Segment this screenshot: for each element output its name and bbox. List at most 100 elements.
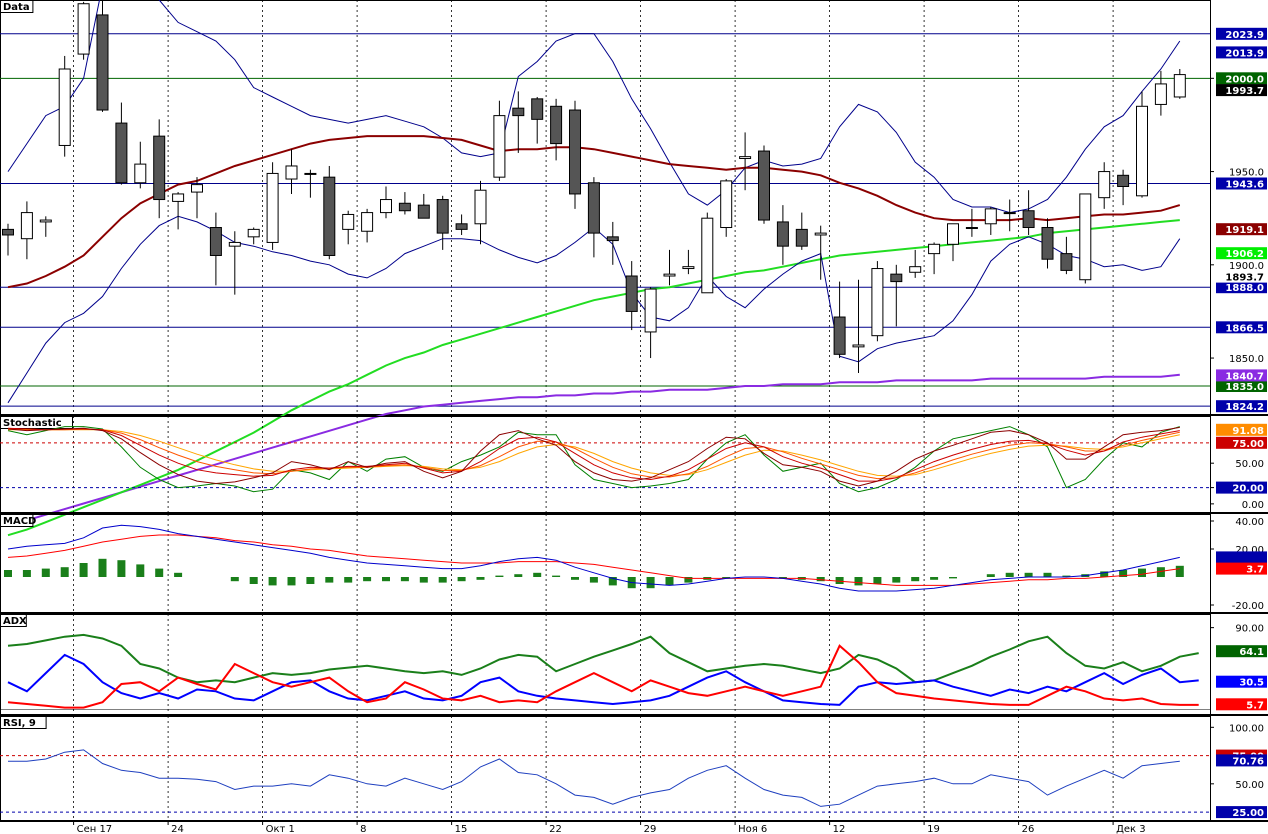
candle xyxy=(663,249,676,286)
candle-body xyxy=(228,241,241,247)
candle-body xyxy=(531,98,544,120)
candle xyxy=(1173,69,1186,99)
panel-macd: -20.00 20.00 40.00 MACD 3.7 xyxy=(0,514,1268,614)
macd-histogram-bar xyxy=(60,567,69,577)
candle xyxy=(1079,193,1092,284)
di-minus-line xyxy=(7,644,1199,709)
macd-histogram-bar xyxy=(1024,572,1033,577)
adx-tag-text: 30.5 xyxy=(1239,678,1264,689)
x-tick-label: 24 xyxy=(171,824,184,834)
x-tick-label: 15 xyxy=(455,824,468,834)
panel-label: MACD xyxy=(3,516,36,527)
macd-histogram-bar xyxy=(98,558,107,577)
y-tick-label: 1900.0 xyxy=(1229,261,1264,272)
candle xyxy=(1117,169,1130,206)
level-tag: 1888.0 xyxy=(1216,281,1267,294)
candle xyxy=(191,177,203,219)
macd-tag-text: 3.7 xyxy=(1246,565,1264,576)
level-tag-bg xyxy=(1216,400,1267,413)
level-tag: 2000.0 xyxy=(1216,72,1267,85)
macd-histogram-bar xyxy=(438,577,447,583)
candle xyxy=(758,145,770,224)
value-tag: 1993.7 xyxy=(1216,84,1267,97)
candle-body xyxy=(153,135,166,201)
candle xyxy=(39,216,52,237)
macd-histogram-bar xyxy=(419,577,428,583)
candle xyxy=(569,100,581,209)
macd-histogram-bar xyxy=(552,575,561,577)
candle xyxy=(247,227,260,245)
candle-body xyxy=(96,14,109,111)
x-tick-label: 8 xyxy=(360,824,366,834)
candle-body xyxy=(512,107,525,117)
macd-histogram-bar xyxy=(1005,572,1014,577)
di-plus-line xyxy=(7,653,1199,706)
adx-tag-text: 64.1 xyxy=(1239,647,1264,658)
macd-histogram-bar xyxy=(911,577,920,582)
candle xyxy=(512,91,525,153)
candle-body xyxy=(266,172,279,243)
macd-histogram-bar xyxy=(589,577,598,583)
panel-label-box xyxy=(0,716,47,729)
candle-body xyxy=(58,68,71,146)
candle xyxy=(474,180,487,245)
macd-tag-bg xyxy=(1216,562,1267,575)
macd-histogram-bar xyxy=(608,577,617,586)
panel-label: ADX xyxy=(3,616,27,627)
candle-body xyxy=(380,199,392,214)
candle-body xyxy=(739,156,752,160)
candle-body xyxy=(304,172,317,175)
macd-histogram-bar xyxy=(949,577,957,579)
value-tag-text: 1993.7 xyxy=(1225,86,1264,97)
macd-histogram-bar xyxy=(816,577,825,582)
candle xyxy=(644,287,657,359)
macd-histogram-bar xyxy=(854,577,863,586)
candle xyxy=(701,212,714,294)
candle-body xyxy=(191,184,203,193)
y-tick-label: 90.00 xyxy=(1235,624,1264,635)
candle-body xyxy=(77,3,90,55)
value-tag: 1893.7 xyxy=(1216,270,1267,284)
x-tick-label: 19 xyxy=(927,824,940,834)
candle-body xyxy=(39,219,52,223)
y-tick-label: 0.00 xyxy=(1242,500,1264,511)
candle-body xyxy=(890,273,903,283)
level-tag: 1835.0 xyxy=(1216,380,1267,393)
level-tag-text: 1835.0 xyxy=(1225,382,1264,393)
macd-histogram-bar xyxy=(1156,567,1165,577)
macd-histogram-bar xyxy=(571,577,579,580)
candle-body xyxy=(417,204,430,219)
y-tick-label: 40.00 xyxy=(1235,517,1264,528)
candle-body xyxy=(606,236,619,242)
candle xyxy=(776,205,789,265)
candle xyxy=(323,165,336,260)
y-tick-label: 50.00 xyxy=(1235,459,1264,470)
adx-tag-text: 5.7 xyxy=(1246,700,1264,711)
candle xyxy=(739,132,752,191)
macd-histogram-bar xyxy=(155,568,164,577)
candle xyxy=(398,192,411,215)
macd-histogram-bar xyxy=(344,577,353,583)
rsi-tag-bg xyxy=(1216,754,1267,767)
candle xyxy=(625,261,638,331)
value-tag: 2013.9 xyxy=(1216,46,1267,59)
x-tick-label: Сен 17 xyxy=(77,824,113,834)
adx-tag-bg xyxy=(1216,675,1267,688)
candle xyxy=(531,96,544,144)
candle xyxy=(890,264,903,327)
candle xyxy=(1098,162,1111,209)
level-tag-text: 1866.5 xyxy=(1225,323,1264,334)
stochastic-tag: 75.00 xyxy=(1216,436,1267,450)
macd-tag xyxy=(1216,551,1267,564)
candle xyxy=(795,212,808,250)
value-tag-text: 1919.1 xyxy=(1225,225,1264,236)
candle xyxy=(20,201,33,260)
candle xyxy=(361,208,374,243)
candle-body xyxy=(323,176,336,256)
candle xyxy=(720,179,733,237)
macd-histogram-bar xyxy=(1062,575,1071,577)
candle xyxy=(682,249,695,275)
candle xyxy=(1060,236,1073,275)
adx-tag-bg xyxy=(1216,698,1267,711)
macd-histogram-bar xyxy=(722,577,731,579)
